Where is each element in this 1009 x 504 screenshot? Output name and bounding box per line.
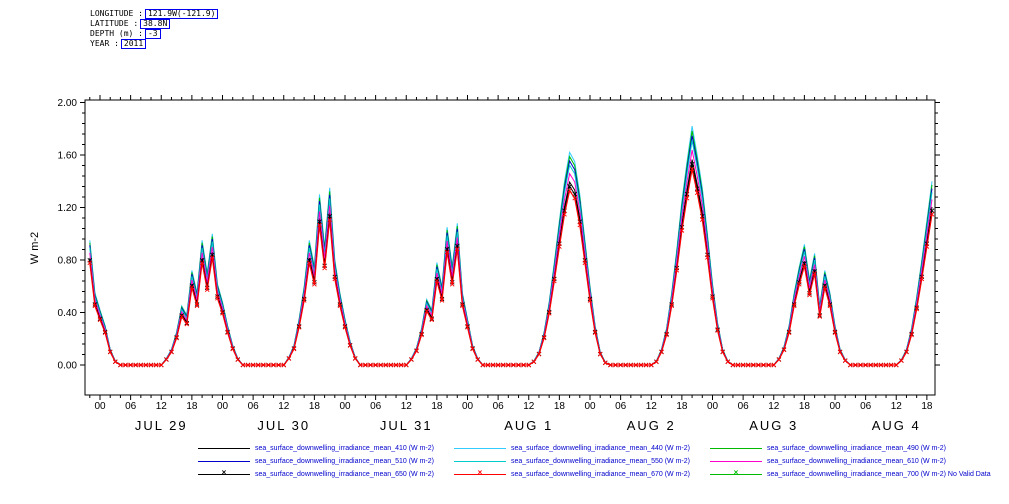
y-tick-label: 1.60 <box>58 151 78 162</box>
y-tick-label: 0.40 <box>58 308 78 319</box>
series-group <box>87 126 935 368</box>
x-tick-label: 18 <box>309 401 321 412</box>
year-row: YEAR :2011 <box>90 39 218 49</box>
axes <box>84 99 936 396</box>
y-axis-ticks: 0.00 0.40 0.80 1.20 1.60 2.00 <box>58 98 940 372</box>
x-tick-label: 18 <box>799 401 811 412</box>
legend-swatch-670: × <box>454 469 506 477</box>
legend-swatch-510 <box>198 461 250 462</box>
y-tick-label: 1.20 <box>58 203 78 214</box>
x-tick-label: 00 <box>217 401 229 412</box>
legend-x-marker-icon: × <box>733 468 739 477</box>
x-tick-label: 00 <box>94 401 106 412</box>
legend-label-670: sea_surface_downwelling_irradiance_mean_… <box>511 471 690 478</box>
x-tick-label: 18 <box>921 401 933 412</box>
x-tick-label: 06 <box>615 401 627 412</box>
x-tick-label: 18 <box>431 401 443 412</box>
longitude-label: LONGITUDE : <box>90 9 143 18</box>
day-label: AUG 3 <box>749 418 798 433</box>
x-tick-label: 06 <box>248 401 260 412</box>
day-label: AUG 2 <box>627 418 676 433</box>
legend-swatch-550 <box>454 461 506 462</box>
x-tick-label: 00 <box>339 401 351 412</box>
depth-row: DEPTH (m) : -3 <box>90 29 218 39</box>
x-tick-label: 12 <box>401 401 413 412</box>
latitude-row: LATITUDE :38.8N <box>90 19 218 29</box>
day-labels: JUL 29 JUL 30 JUL 31 AUG 1 AUG 2 AUG 3 AUG 4 <box>135 418 921 433</box>
day-label: JUL 30 <box>257 418 310 433</box>
day-label: JUL 29 <box>135 418 188 433</box>
legend-label-410: sea_surface_downwelling_irradiance_mean_… <box>255 445 434 452</box>
x-tick-label: 00 <box>462 401 474 412</box>
legend-swatch-700: × <box>710 469 762 477</box>
series-440-line <box>89 126 933 366</box>
legend-swatch-650: × <box>198 469 250 477</box>
legend-x-marker-icon: × <box>477 468 483 477</box>
x-tick-label: 12 <box>891 401 903 412</box>
legend-item-440: sea_surface_downwelling_irradiance_mean_… <box>454 444 710 453</box>
legend-label-650: sea_surface_downwelling_irradiance_mean_… <box>255 471 434 478</box>
legend-label-550: sea_surface_downwelling_irradiance_mean_… <box>511 458 690 465</box>
day-label: AUG 1 <box>504 418 553 433</box>
x-tick-label: 12 <box>768 401 780 412</box>
day-label: JUL 31 <box>380 418 433 433</box>
longitude-value: 121.9W(-121.9) <box>144 9 219 19</box>
x-tick-label: 18 <box>186 401 198 412</box>
legend-label-510: sea_surface_downwelling_irradiance_mean_… <box>255 458 434 465</box>
x-tick-label: 00 <box>707 401 719 412</box>
legend-item-410: sea_surface_downwelling_irradiance_mean_… <box>198 444 454 453</box>
x-tick-label: 12 <box>278 401 290 412</box>
x-tick-label: 18 <box>676 401 688 412</box>
legend-swatch-490 <box>710 448 762 449</box>
legend-item-650: × sea_surface_downwelling_irradiance_mean… <box>198 469 454 479</box>
x-tick-label: 12 <box>646 401 658 412</box>
x-tick-label: 06 <box>738 401 750 412</box>
x-tick-label: 00 <box>829 401 841 412</box>
series-670-markers <box>87 166 935 368</box>
legend-item-610: sea_surface_downwelling_irradiance_mean_… <box>710 457 1004 466</box>
longitude-row: LONGITUDE :121.9W(-121.9) <box>90 9 219 19</box>
year-value: 2011 <box>120 39 147 49</box>
legend-item-550: sea_surface_downwelling_irradiance_mean_… <box>454 457 710 466</box>
x-tick-label: 18 <box>554 401 566 412</box>
depth-value: -3 <box>144 29 161 39</box>
legend-label-700: sea_surface_downwelling_irradiance_mean_… <box>767 471 991 478</box>
x-tick-label: 12 <box>523 401 535 412</box>
legend-swatch-440 <box>454 448 506 449</box>
y-tick-label: 0.00 <box>58 361 78 372</box>
x-tick-label: 12 <box>156 401 168 412</box>
legend-x-marker-icon: × <box>221 468 227 477</box>
y-tick-label: 2.00 <box>58 98 78 109</box>
x-tick-label: 06 <box>370 401 382 412</box>
legend-swatch-410 <box>198 448 250 449</box>
y-tick-label: 0.80 <box>58 256 78 267</box>
x-tick-label: 06 <box>860 401 872 412</box>
legend-item-700: × sea_surface_downwelling_irradiance_mean… <box>710 469 1004 479</box>
x-tick-label: 00 <box>584 401 596 412</box>
series-670-line <box>89 168 933 366</box>
legend-item-490: sea_surface_downwelling_irradiance_mean_… <box>710 444 1004 453</box>
x-tick-label: 06 <box>493 401 505 412</box>
legend-label-610: sea_surface_downwelling_irradiance_mean_… <box>767 458 946 465</box>
plot-header: LONGITUDE :121.9W(-121.9) LATITUDE :38.8… <box>90 9 219 49</box>
x-axis-ticks: 00 06 12 18 00 06 12 18 00 06 12 18 00 06 12 18 00 06 12 18… <box>89 95 933 412</box>
latitude-label: LATITUDE : <box>90 19 139 28</box>
legend-item-510: sea_surface_downwelling_irradiance_mean_… <box>198 457 454 466</box>
legend-item-670: × sea_surface_downwelling_irradiance_mean… <box>454 469 710 479</box>
latitude-value: 38.8N <box>140 19 171 29</box>
depth-label: DEPTH (m) : <box>90 29 143 38</box>
year-label: YEAR : <box>90 39 119 48</box>
series-490-line <box>89 130 933 366</box>
legend-label-440: sea_surface_downwelling_irradiance_mean_… <box>511 445 690 452</box>
y-axis-title: W m-2 <box>29 232 41 264</box>
day-label: AUG 4 <box>872 418 921 433</box>
legend-label-490: sea_surface_downwelling_irradiance_mean_… <box>767 445 946 452</box>
legend-swatch-610 <box>710 461 762 462</box>
chart-legend: sea_surface_downwelling_irradiance_mean_… <box>198 444 1004 479</box>
x-tick-label: 06 <box>125 401 137 412</box>
